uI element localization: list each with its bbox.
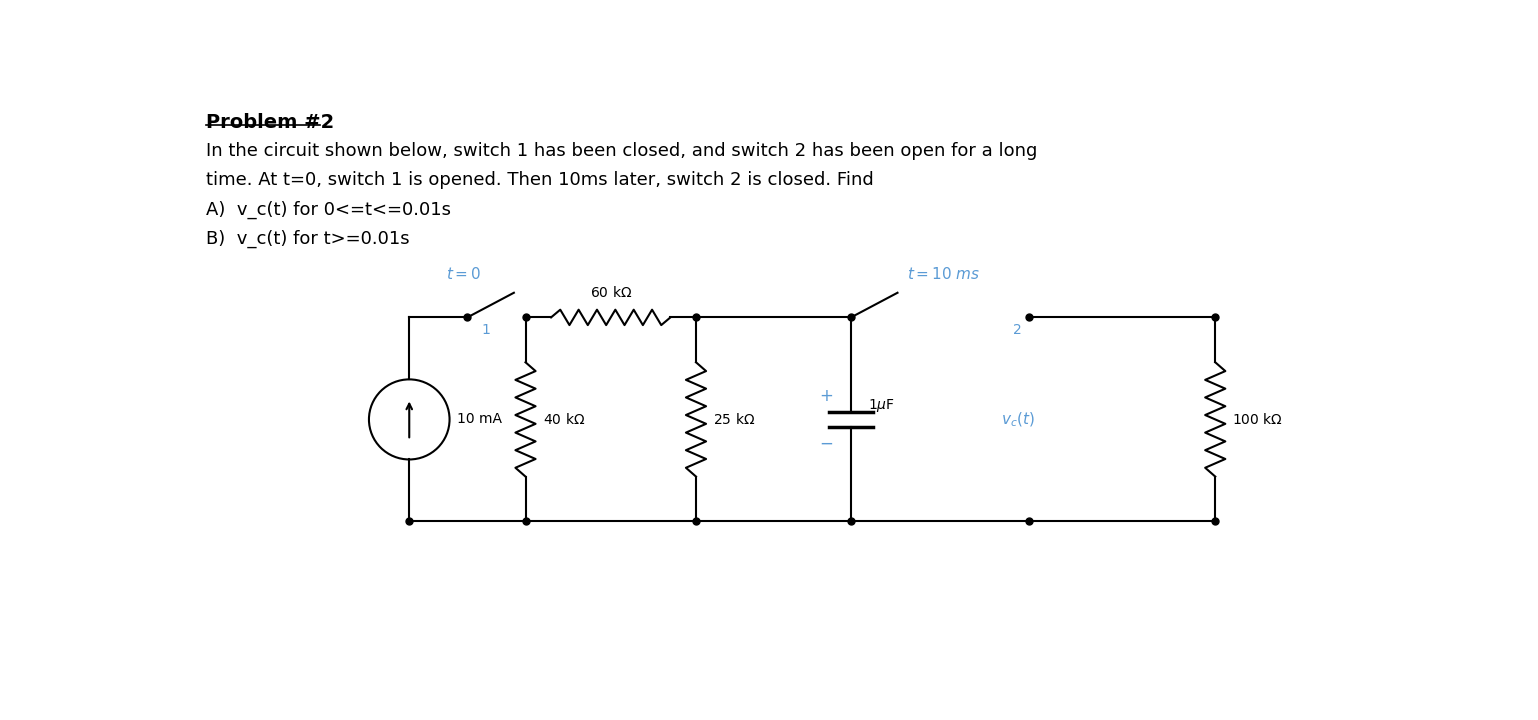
Text: B)  v_c(t) for t>=0.01s: B) v_c(t) for t>=0.01s [206,230,409,248]
Text: 10 mA: 10 mA [457,413,503,426]
Text: In the circuit shown below, switch 1 has been closed, and switch 2 has been open: In the circuit shown below, switch 1 has… [206,142,1038,160]
Text: $v_c(t)$: $v_c(t)$ [1001,410,1035,428]
Text: A)  v_c(t) for 0<=t<=0.01s: A) v_c(t) for 0<=t<=0.01s [206,200,451,219]
Text: 1: 1 [481,323,491,338]
Text: +: + [820,387,834,405]
Text: −: − [820,435,834,453]
Text: 2: 2 [1012,323,1021,338]
Text: 100 k$\Omega$: 100 k$\Omega$ [1232,412,1283,427]
Text: $t = 10$ ms: $t = 10$ ms [907,266,981,282]
Text: time. At t=0, switch 1 is opened. Then 10ms later, switch 2 is closed. Find: time. At t=0, switch 1 is opened. Then 1… [206,171,874,189]
Text: 40 k$\Omega$: 40 k$\Omega$ [543,412,584,427]
Text: $t = 0$: $t = 0$ [446,266,481,282]
Text: 60 k$\Omega$: 60 k$\Omega$ [589,285,632,300]
Text: 25 k$\Omega$: 25 k$\Omega$ [714,412,755,427]
Text: Problem #2: Problem #2 [206,113,334,132]
Text: 1$\mu$F: 1$\mu$F [867,397,895,414]
